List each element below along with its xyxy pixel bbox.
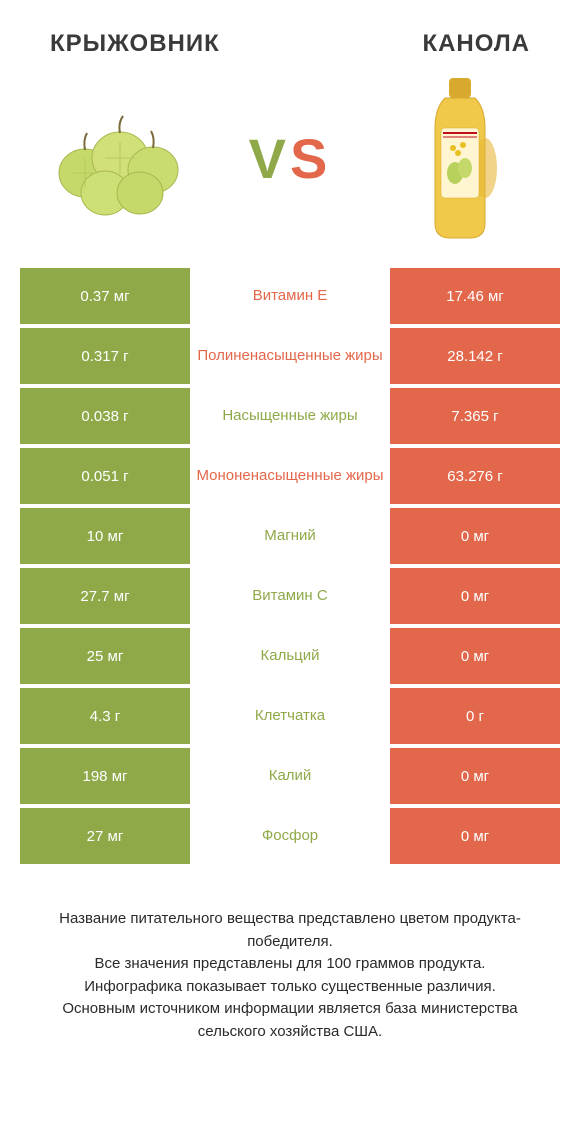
product-left-image [40,78,200,238]
nutrient-label: Фосфор [190,808,390,864]
table-row: 198 мгКалий0 мг [20,748,560,804]
value-right: 7.365 г [390,388,560,444]
value-left: 198 мг [20,748,190,804]
value-right: 17.46 мг [390,268,560,324]
nutrient-label: Калий [190,748,390,804]
table-row: 0.317 гПолиненасыщенные жиры28.142 г [20,328,560,384]
nutrient-label: Насыщенные жиры [190,388,390,444]
value-left: 0.038 г [20,388,190,444]
header: КРЫЖОВНИК КАНОЛА [0,0,580,68]
nutrient-label: Клетчатка [190,688,390,744]
table-row: 25 мгКальций0 мг [20,628,560,684]
vs-label: VS [249,126,332,191]
canola-bottle-icon [415,73,505,243]
value-right: 0 мг [390,508,560,564]
table-row: 0.038 гНасыщенные жиры7.365 г [20,388,560,444]
table-row: 0.37 мгВитамин E17.46 мг [20,268,560,324]
comparison-table: 0.37 мгВитамин E17.46 мг0.317 гПолиненас… [0,268,580,864]
value-left: 27.7 мг [20,568,190,624]
table-row: 10 мгМагний0 мг [20,508,560,564]
vs-row: VS [0,68,580,268]
product-right-title: КАНОЛА [422,30,530,58]
value-right: 0 мг [390,748,560,804]
vs-s: S [290,126,331,191]
value-left: 10 мг [20,508,190,564]
nutrient-label: Магний [190,508,390,564]
value-left: 0.317 г [20,328,190,384]
table-row: 27 мгФосфор0 мг [20,808,560,864]
table-row: 27.7 мгВитамин C0 мг [20,568,560,624]
value-right: 0 г [390,688,560,744]
footer-line-3: Инфографика показывает только существенн… [30,976,550,999]
value-left: 4.3 г [20,688,190,744]
nutrient-label: Витамин E [190,268,390,324]
product-right-image [380,78,540,238]
value-left: 0.051 г [20,448,190,504]
footer-line-4: Основным источником информации является … [30,998,550,1043]
value-right: 28.142 г [390,328,560,384]
nutrient-label: Полиненасыщенные жиры [190,328,390,384]
value-right: 0 мг [390,568,560,624]
nutrient-label: Витамин C [190,568,390,624]
value-right: 0 мг [390,628,560,684]
value-right: 63.276 г [390,448,560,504]
product-left-title: КРЫЖОВНИК [50,30,220,58]
footer-line-2: Все значения представлены для 100 граммо… [30,953,550,976]
value-right: 0 мг [390,808,560,864]
footer-notes: Название питательного вещества представл… [0,868,580,1063]
vs-v: V [249,126,290,191]
nutrient-label: Мононенасыщенные жиры [190,448,390,504]
footer-line-1: Название питательного вещества представл… [30,908,550,953]
value-left: 27 мг [20,808,190,864]
nutrient-label: Кальций [190,628,390,684]
gooseberry-icon [45,98,195,218]
table-row: 4.3 гКлетчатка0 г [20,688,560,744]
value-left: 25 мг [20,628,190,684]
value-left: 0.37 мг [20,268,190,324]
table-row: 0.051 гМононенасыщенные жиры63.276 г [20,448,560,504]
